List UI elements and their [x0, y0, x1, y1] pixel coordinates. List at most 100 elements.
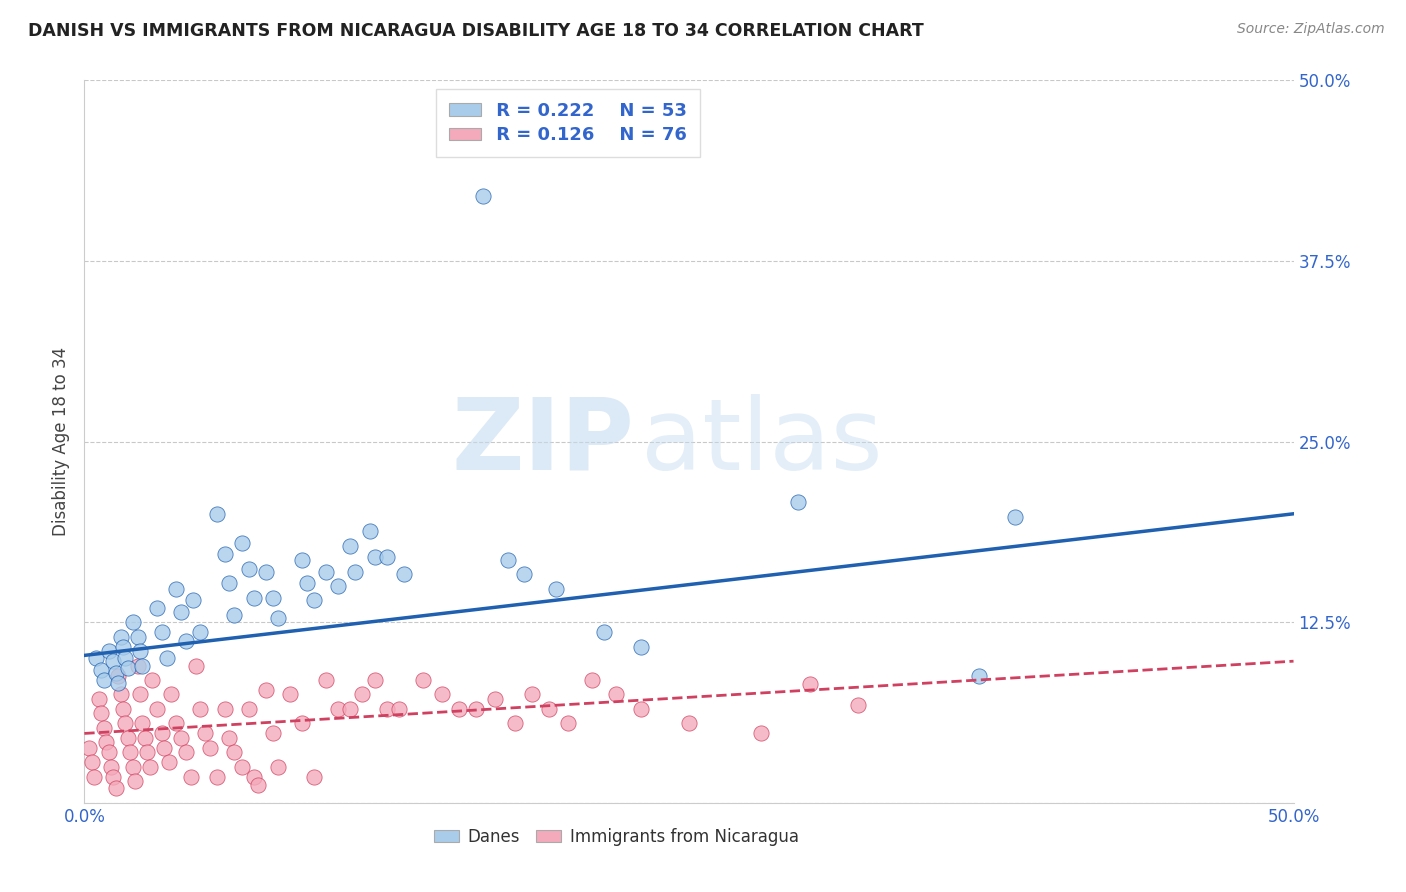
Point	[751, 726, 773, 740]
Point	[238, 702, 260, 716]
Point	[218, 731, 240, 745]
Point	[214, 547, 236, 561]
Point	[87, 691, 110, 706]
Point	[496, 553, 519, 567]
Point	[100, 760, 122, 774]
Point	[513, 567, 536, 582]
Point	[103, 770, 125, 784]
Point	[503, 716, 526, 731]
Point	[214, 702, 236, 716]
Point	[291, 553, 314, 567]
Point	[170, 731, 193, 745]
Point	[328, 579, 350, 593]
Point	[315, 565, 337, 579]
Point	[630, 702, 652, 716]
Point	[786, 495, 808, 509]
Point	[224, 607, 246, 622]
Point	[190, 625, 212, 640]
Point	[104, 665, 127, 680]
Point	[198, 740, 221, 755]
Point	[207, 507, 229, 521]
Point	[207, 770, 229, 784]
Point	[131, 716, 153, 731]
Point	[80, 756, 103, 770]
Point	[315, 673, 337, 687]
Point	[375, 550, 398, 565]
Point	[231, 760, 253, 774]
Point	[107, 668, 129, 682]
Point	[242, 591, 264, 605]
Point	[93, 673, 115, 687]
Point	[328, 702, 350, 716]
Text: DANISH VS IMMIGRANTS FROM NICARAGUA DISABILITY AGE 18 TO 34 CORRELATION CHART: DANISH VS IMMIGRANTS FROM NICARAGUA DISA…	[28, 22, 924, 40]
Point	[129, 644, 152, 658]
Point	[134, 731, 156, 745]
Point	[127, 658, 149, 673]
Point	[136, 745, 159, 759]
Point	[465, 702, 488, 716]
Point	[77, 740, 100, 755]
Point	[112, 702, 135, 716]
Point	[557, 716, 579, 731]
Point	[121, 615, 143, 630]
Point	[141, 673, 163, 687]
Point	[90, 706, 112, 721]
Point	[262, 591, 284, 605]
Point	[165, 716, 187, 731]
Point	[120, 745, 142, 759]
Point	[581, 673, 603, 687]
Point	[97, 644, 120, 658]
Point	[247, 779, 270, 793]
Point	[678, 716, 700, 731]
Point	[449, 702, 471, 716]
Point	[472, 189, 495, 203]
Point	[278, 687, 301, 701]
Point	[146, 702, 169, 716]
Point	[363, 673, 385, 687]
Text: Source: ZipAtlas.com: Source: ZipAtlas.com	[1237, 22, 1385, 37]
Point	[112, 640, 135, 654]
Point	[150, 625, 173, 640]
Point	[131, 658, 153, 673]
Point	[160, 687, 183, 701]
Point	[117, 731, 139, 745]
Point	[124, 774, 146, 789]
Point	[291, 716, 314, 731]
Point	[359, 524, 381, 538]
Point	[302, 770, 325, 784]
Point	[484, 691, 506, 706]
Point	[146, 600, 169, 615]
Point	[295, 576, 318, 591]
Point	[83, 770, 105, 784]
Point	[114, 651, 136, 665]
Point	[180, 770, 202, 784]
Point	[129, 687, 152, 701]
Point	[363, 550, 385, 565]
Point	[104, 781, 127, 796]
Legend: Danes, Immigrants from Nicaragua: Danes, Immigrants from Nicaragua	[427, 821, 806, 852]
Point	[150, 726, 173, 740]
Point	[138, 760, 160, 774]
Point	[242, 770, 264, 784]
Point	[94, 735, 117, 749]
Point	[412, 673, 434, 687]
Point	[224, 745, 246, 759]
Point	[375, 702, 398, 716]
Point	[165, 582, 187, 596]
Point	[127, 630, 149, 644]
Point	[339, 702, 361, 716]
Point	[520, 687, 543, 701]
Point	[262, 726, 284, 740]
Point	[432, 687, 454, 701]
Point	[388, 702, 411, 716]
Point	[93, 721, 115, 735]
Point	[967, 668, 990, 682]
Point	[190, 702, 212, 716]
Point	[184, 658, 207, 673]
Point	[254, 565, 277, 579]
Point	[194, 726, 217, 740]
Point	[267, 611, 290, 625]
Point	[97, 745, 120, 759]
Point	[170, 605, 193, 619]
Point	[392, 567, 415, 582]
